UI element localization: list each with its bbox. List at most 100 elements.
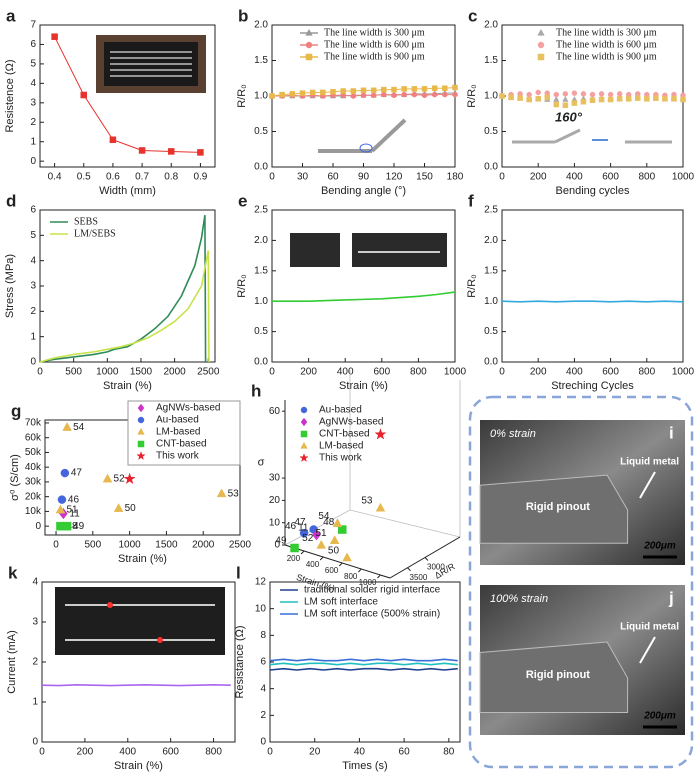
marker bbox=[401, 86, 407, 92]
x-tick-label: 2000 bbox=[163, 367, 186, 378]
x-tick-label: 600 bbox=[373, 367, 390, 378]
point-label: 50 bbox=[125, 503, 137, 514]
y-tick-label: 4 bbox=[30, 78, 36, 89]
panel-letter: k bbox=[8, 563, 18, 582]
x-tick-label: 0.6 bbox=[106, 172, 120, 183]
y-axis-label: R/R₀ bbox=[466, 274, 478, 298]
y-tick-label: 2 bbox=[32, 657, 38, 668]
marker bbox=[562, 91, 569, 97]
marker bbox=[312, 529, 321, 541]
marker bbox=[616, 91, 623, 97]
annotation: 160° bbox=[555, 109, 583, 124]
y-tick-label: 2 bbox=[260, 710, 266, 721]
image-label: Liquid metal bbox=[620, 622, 679, 633]
y-tick-label: 2.0 bbox=[254, 235, 268, 246]
marker bbox=[517, 95, 523, 101]
marker bbox=[320, 89, 326, 96]
y-tick-label: 1 bbox=[30, 136, 36, 147]
y-tick-label: 1.5 bbox=[484, 55, 498, 66]
x-tick-label: 0 bbox=[53, 540, 59, 551]
marker bbox=[316, 539, 327, 549]
marker bbox=[526, 96, 532, 103]
x-tick-label: 0.9 bbox=[193, 172, 207, 183]
inset-photo-a bbox=[96, 35, 206, 93]
marker bbox=[381, 86, 387, 93]
z-tick-label: 3500 bbox=[410, 573, 428, 582]
x-tick-label: 0.7 bbox=[135, 172, 149, 183]
y-axis-label: Resistance (Ω) bbox=[234, 625, 246, 698]
x-tick-label: 200 bbox=[530, 367, 547, 378]
y-tick-label: 0.5 bbox=[484, 326, 498, 337]
marker bbox=[452, 91, 458, 98]
y-tick-label: 0.5 bbox=[254, 126, 268, 137]
marker bbox=[80, 91, 87, 99]
x-tick-label: 800 bbox=[638, 367, 655, 378]
x-tick-label: 0 bbox=[267, 747, 273, 758]
marker bbox=[300, 441, 308, 449]
legend-label: This work bbox=[319, 453, 363, 464]
y-axis-label: R/R₀ bbox=[236, 84, 248, 108]
marker bbox=[299, 90, 306, 96]
series-line bbox=[41, 683, 231, 687]
x-axis-label: Strain (%) bbox=[114, 760, 163, 772]
y-tick-label: 1.0 bbox=[484, 91, 498, 102]
y-tick-label: 0.0 bbox=[484, 162, 498, 173]
marker bbox=[370, 87, 377, 94]
y-tick-label: 6 bbox=[30, 205, 36, 216]
marker bbox=[391, 92, 397, 99]
y-tick-label: 0 bbox=[30, 156, 36, 167]
x-tick-label: 90 bbox=[358, 172, 370, 183]
marker bbox=[329, 535, 340, 544]
marker bbox=[580, 91, 587, 97]
arrow bbox=[639, 471, 656, 499]
y-tick-label: 40k bbox=[25, 462, 42, 473]
marker bbox=[340, 88, 346, 94]
inset-photo-k bbox=[55, 587, 225, 655]
x-tick-label: 120 bbox=[386, 172, 403, 183]
marker bbox=[571, 90, 578, 96]
marker bbox=[607, 96, 614, 103]
x-tick-label: 600 bbox=[162, 747, 179, 758]
y-tick-label: 1 bbox=[32, 697, 38, 708]
y-tick-label: 4 bbox=[260, 683, 266, 694]
y-tick-label: 30k bbox=[25, 477, 42, 488]
series-line bbox=[39, 250, 210, 363]
y-tick-label: 6 bbox=[30, 39, 36, 50]
image-frame bbox=[468, 395, 694, 769]
legend-label: AgNWs-based bbox=[156, 403, 220, 414]
marker bbox=[499, 93, 505, 99]
x-axis-label: Bending angle (°) bbox=[321, 185, 406, 197]
x-tick-label: 200 bbox=[300, 367, 317, 378]
x-tick-label: 800 bbox=[638, 172, 655, 183]
x-tick-label: 2500 bbox=[229, 540, 252, 551]
x-tick-label: 150 bbox=[416, 172, 433, 183]
y-tick-label: 2.0 bbox=[484, 235, 498, 246]
marker bbox=[299, 453, 309, 463]
x-axis-label: Strain (%) bbox=[103, 380, 152, 392]
series-line bbox=[272, 291, 456, 302]
marker bbox=[452, 84, 458, 91]
y-tick-label: 60k bbox=[25, 432, 42, 443]
marker bbox=[616, 96, 623, 102]
x-tick-label: 200 bbox=[287, 554, 301, 563]
point-label: 54 bbox=[73, 422, 85, 433]
x-axis-label: Strain (%) bbox=[339, 380, 388, 392]
marker bbox=[442, 85, 448, 91]
y-axis-label: R/R₀ bbox=[236, 274, 248, 298]
point-label: 48 bbox=[66, 521, 78, 532]
y-axis-label: Stress (MPa) bbox=[4, 254, 16, 318]
point-label: 52 bbox=[114, 474, 126, 485]
x-tick-label: 0 bbox=[269, 367, 275, 378]
image-label: Rigid pinout bbox=[526, 669, 590, 681]
legend-label: CNT-based bbox=[156, 439, 207, 450]
series-line bbox=[269, 662, 458, 666]
marker bbox=[197, 149, 204, 156]
legend-label: LM-based bbox=[319, 441, 363, 452]
pane-lines bbox=[284, 370, 461, 579]
panel-letter: a bbox=[6, 6, 16, 25]
x-tick-label: 1000 bbox=[118, 540, 141, 551]
x-tick bbox=[319, 556, 324, 561]
point-label: 53 bbox=[228, 488, 240, 499]
x-tick-label: 2000 bbox=[192, 540, 215, 551]
marker bbox=[411, 86, 418, 92]
